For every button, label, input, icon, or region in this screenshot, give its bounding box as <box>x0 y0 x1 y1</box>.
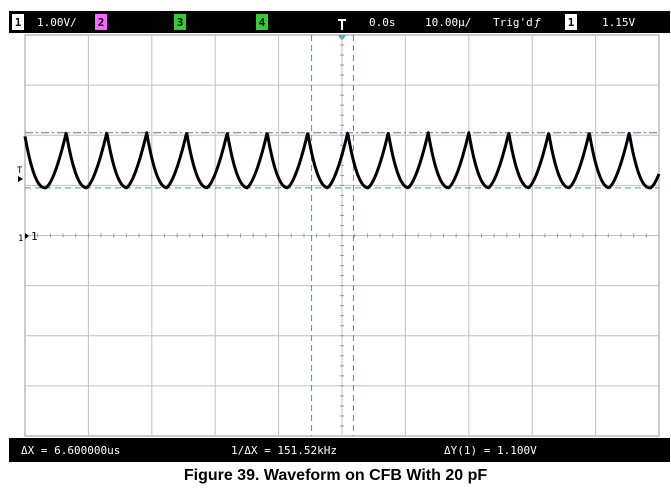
figure-caption: Figure 39. Waveform on CFB With 20 pF <box>183 467 488 484</box>
ch1-label: 1 <box>15 16 22 29</box>
trigger-level-marker: T <box>17 166 23 182</box>
screen-background <box>9 11 670 462</box>
ch1-scale: 1.00V/ <box>37 16 77 29</box>
svg-text:1: 1 <box>18 234 23 244</box>
svg-text:T: T <box>17 166 23 176</box>
trigger-status: Trig'd <box>493 16 533 29</box>
ground-label: 1 <box>31 230 38 243</box>
ground-marker: 1 1 <box>18 230 38 244</box>
ch3-label: 3 <box>177 16 184 29</box>
ch3-box[interactable]: 3 <box>174 14 186 30</box>
time-offset: 0.0s <box>369 16 396 29</box>
trigger-channel: 1 <box>568 16 575 29</box>
delta-x-readout: ΔX = 6.600000us <box>21 444 120 457</box>
graticule <box>24 34 660 437</box>
trace <box>23 131 661 190</box>
cursors[interactable] <box>25 35 659 436</box>
ch2-box[interactable]: 2 <box>95 14 107 30</box>
ch4-label: 4 <box>259 16 266 29</box>
trigger-edge-icon: ƒ <box>534 16 541 29</box>
ch2-label: 2 <box>98 16 105 29</box>
timebase: 10.00µ/ <box>425 16 471 29</box>
oscilloscope-display: 1 1.00V/ 2 3 4 0.0s 10.00µ/ Trig'd ƒ 1 1… <box>9 11 670 462</box>
ch4-box[interactable]: 4 <box>256 14 268 30</box>
trigger-level: 1.15V <box>602 16 635 29</box>
inverse-delta-x-readout: 1/ΔX = 151.52kHz <box>231 444 337 457</box>
measurement-bar <box>9 438 670 462</box>
trace-line <box>23 131 661 190</box>
delta-y-readout: ΔY(1) = 1.100V <box>444 444 537 457</box>
ch1-box[interactable]: 1 <box>12 14 24 30</box>
trigger-channel-box[interactable]: 1 <box>565 14 577 30</box>
trigger-position-icon <box>338 19 346 30</box>
